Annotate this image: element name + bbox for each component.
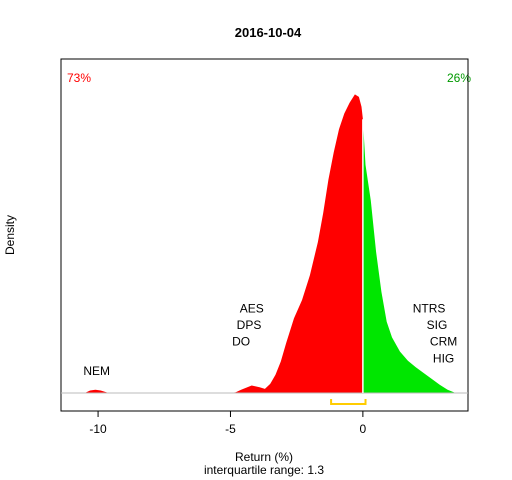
- ticker-annotation: NEM: [83, 364, 110, 378]
- ticker-annotation: DO: [232, 335, 250, 349]
- x-axis: -10 -5 0: [89, 410, 367, 436]
- iqr-subtitle: interquartile range: 1.3: [204, 463, 324, 477]
- ticker-annotation: HIG: [433, 351, 454, 365]
- ticker-annotation: AES: [240, 302, 264, 316]
- negative-density-area: [84, 94, 363, 394]
- y-axis-label: Density: [3, 215, 17, 255]
- ticker-annotation: NTRS: [413, 302, 446, 316]
- ticker-annotation: SIG: [427, 318, 448, 332]
- x-tick-label: -5: [225, 422, 236, 436]
- positive-density-area: [362, 119, 456, 394]
- ticker-annotation: DPS: [237, 318, 262, 332]
- plot-frame: [60, 58, 469, 412]
- ticker-annotation: CRM: [430, 335, 457, 349]
- x-axis-label: Return (%): [235, 450, 293, 464]
- positive-percentage: 26%: [447, 71, 471, 85]
- annotation-group: NEM AES DPS DO NTRS SIG CRM HIG: [83, 302, 457, 378]
- x-tick-label: -10: [89, 422, 107, 436]
- iqr-bracket: [330, 399, 367, 405]
- x-tick-label: 0: [360, 422, 367, 436]
- chart-title: 2016-10-04: [235, 25, 302, 40]
- negative-percentage: 73%: [67, 71, 91, 85]
